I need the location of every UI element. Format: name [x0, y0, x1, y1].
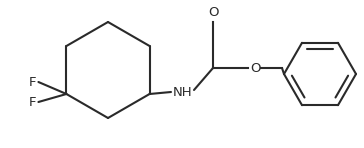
Text: O: O [208, 6, 218, 19]
Text: F: F [29, 95, 36, 108]
Text: O: O [250, 62, 261, 74]
Text: NH: NH [173, 86, 193, 99]
Text: F: F [29, 75, 36, 89]
